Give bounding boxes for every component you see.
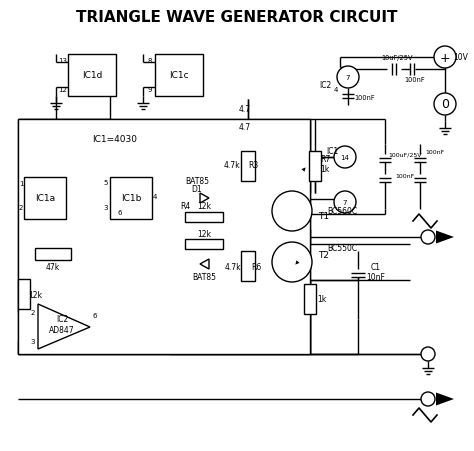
Polygon shape bbox=[436, 231, 454, 244]
Text: 12k: 12k bbox=[28, 290, 42, 299]
Bar bbox=[68, 55, 116, 97]
Text: 100uF/25V: 100uF/25V bbox=[388, 152, 422, 157]
Bar bbox=[18, 279, 30, 309]
Bar bbox=[155, 55, 203, 97]
Text: D1: D1 bbox=[191, 185, 202, 194]
Text: T2: T2 bbox=[319, 250, 329, 259]
Circle shape bbox=[272, 243, 312, 282]
Text: 4: 4 bbox=[334, 87, 338, 93]
Text: 7: 7 bbox=[343, 199, 347, 206]
Text: R4: R4 bbox=[180, 202, 190, 211]
Circle shape bbox=[421, 392, 435, 406]
FancyArrow shape bbox=[295, 257, 303, 265]
Text: 4.7k: 4.7k bbox=[225, 262, 241, 271]
Text: R7: R7 bbox=[320, 155, 330, 164]
Text: 3: 3 bbox=[104, 205, 108, 211]
Text: 5: 5 bbox=[104, 179, 108, 186]
Circle shape bbox=[421, 230, 435, 244]
Text: BAT85: BAT85 bbox=[192, 272, 216, 281]
Text: BC560C: BC560C bbox=[327, 207, 357, 216]
Circle shape bbox=[334, 147, 356, 169]
Text: 12k: 12k bbox=[197, 202, 211, 211]
Circle shape bbox=[272, 192, 312, 231]
Text: IC2: IC2 bbox=[319, 80, 331, 89]
Text: BC550C: BC550C bbox=[327, 244, 357, 253]
Text: R3: R3 bbox=[248, 160, 258, 169]
Text: R6: R6 bbox=[251, 262, 261, 271]
Text: IC1b: IC1b bbox=[121, 194, 141, 203]
Text: BAT85: BAT85 bbox=[185, 177, 209, 186]
Text: 1: 1 bbox=[19, 180, 23, 187]
Bar bbox=[110, 178, 152, 220]
Bar bbox=[185, 212, 223, 222]
Text: 10V: 10V bbox=[454, 53, 468, 62]
Text: +: + bbox=[440, 51, 450, 64]
Text: 6: 6 bbox=[93, 312, 97, 318]
Text: 1k: 1k bbox=[320, 165, 329, 174]
Bar bbox=[241, 252, 255, 281]
Text: 14: 14 bbox=[340, 155, 349, 161]
Text: IC1d: IC1d bbox=[82, 71, 102, 80]
Text: T1: T1 bbox=[319, 212, 329, 221]
Circle shape bbox=[434, 47, 456, 69]
Text: C1: C1 bbox=[371, 263, 381, 272]
Circle shape bbox=[334, 192, 356, 213]
Polygon shape bbox=[436, 393, 454, 405]
Text: IC1: IC1 bbox=[326, 147, 338, 156]
Text: 10uF/25V: 10uF/25V bbox=[381, 55, 413, 61]
Polygon shape bbox=[200, 193, 209, 203]
Text: 100nF: 100nF bbox=[395, 173, 415, 178]
Text: 100nF: 100nF bbox=[355, 95, 375, 101]
Bar bbox=[304, 285, 316, 314]
Text: IC1c: IC1c bbox=[169, 71, 189, 80]
FancyArrow shape bbox=[298, 168, 306, 177]
Bar bbox=[35, 249, 71, 260]
Text: AD847: AD847 bbox=[49, 326, 75, 335]
Text: 12k: 12k bbox=[197, 230, 211, 239]
Text: 13: 13 bbox=[58, 58, 67, 64]
Circle shape bbox=[421, 347, 435, 361]
Text: 8: 8 bbox=[148, 58, 152, 64]
Bar bbox=[24, 178, 66, 220]
Text: 12: 12 bbox=[59, 87, 67, 93]
Text: 100nF: 100nF bbox=[425, 149, 445, 154]
Text: 1k: 1k bbox=[318, 295, 327, 304]
Text: 6: 6 bbox=[118, 210, 122, 216]
Text: IC2: IC2 bbox=[56, 315, 68, 324]
Bar bbox=[241, 152, 255, 182]
Circle shape bbox=[337, 67, 359, 89]
Text: 0: 0 bbox=[441, 98, 449, 111]
Text: 47k: 47k bbox=[46, 262, 60, 271]
Text: 9: 9 bbox=[148, 87, 152, 93]
Text: IC1=4030: IC1=4030 bbox=[92, 135, 137, 144]
Text: 2: 2 bbox=[31, 309, 35, 315]
Text: TRIANGLE WAVE GENERATOR CIRCUIT: TRIANGLE WAVE GENERATOR CIRCUIT bbox=[76, 10, 398, 25]
Text: 4.7: 4.7 bbox=[239, 123, 251, 132]
Text: 4: 4 bbox=[153, 193, 157, 199]
Text: 7: 7 bbox=[346, 75, 350, 81]
Text: 10nF: 10nF bbox=[366, 273, 385, 282]
Text: IC1a: IC1a bbox=[35, 194, 55, 203]
Polygon shape bbox=[200, 259, 209, 269]
Text: 3: 3 bbox=[31, 338, 35, 344]
Bar bbox=[309, 152, 321, 182]
Bar bbox=[185, 239, 223, 249]
Text: 2: 2 bbox=[19, 205, 23, 211]
Text: 4.7k: 4.7k bbox=[224, 160, 240, 169]
Circle shape bbox=[434, 94, 456, 116]
Polygon shape bbox=[38, 304, 90, 349]
Text: 100nF: 100nF bbox=[405, 77, 425, 83]
Bar bbox=[18, 120, 310, 354]
Text: 4.7: 4.7 bbox=[239, 105, 251, 114]
